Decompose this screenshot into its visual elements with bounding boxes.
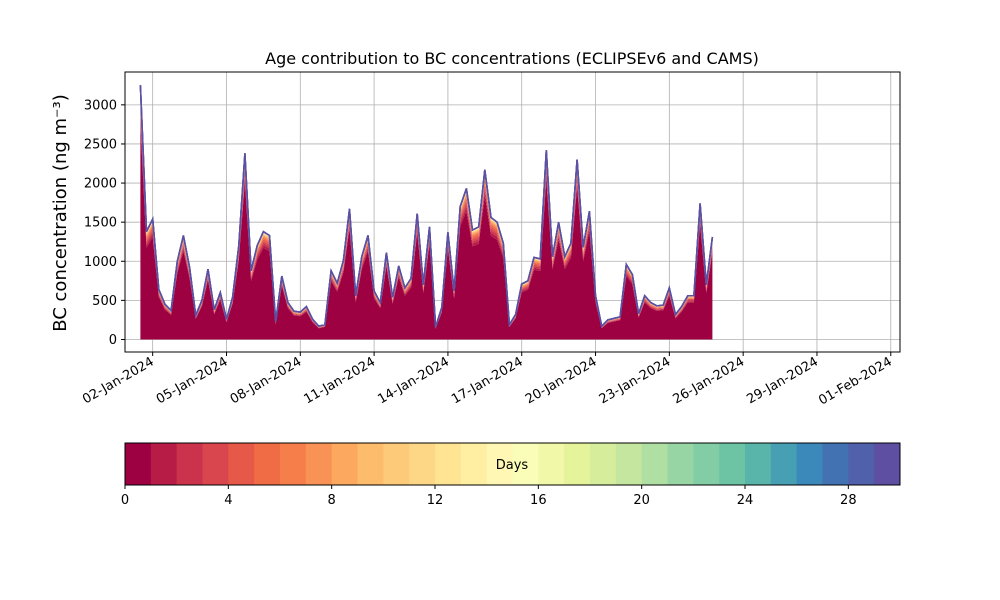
- colorbar-tick-label: 12: [427, 493, 444, 508]
- colorbar-bin: [874, 443, 901, 485]
- colorbar-bin: [770, 443, 798, 485]
- x-tick-label: 11-Jan-2024: [302, 354, 379, 407]
- colorbar-bin: [667, 443, 694, 485]
- x-tick-label: 05-Jan-2024: [154, 354, 231, 407]
- colorbar-bin: [305, 443, 333, 485]
- y-tick-label: 0: [109, 333, 117, 348]
- colorbar-tick-label: 24: [737, 493, 754, 508]
- colorbar-tick-label: 0: [121, 493, 129, 508]
- colorbar-bin: [435, 443, 462, 485]
- colorbar-bin: [693, 443, 720, 485]
- colorbar-tick-label: 8: [328, 493, 336, 508]
- x-tick-label: 26-Jan-2024: [671, 354, 748, 407]
- colorbar-bin: [409, 443, 436, 485]
- area-day-0: [140, 123, 713, 340]
- y-tick-label: 1000: [84, 255, 117, 270]
- colorbar-tick-label: 20: [633, 493, 650, 508]
- y-tick-label: 2000: [84, 177, 117, 192]
- area-layers: [139, 85, 714, 340]
- x-tick-label: 20-Jan-2024: [523, 354, 600, 407]
- colorbar-tick-label: 16: [530, 493, 547, 508]
- colorbar-bin: [254, 443, 281, 485]
- colorbar-label: Days: [496, 458, 529, 473]
- colorbar-bin: [486, 443, 513, 485]
- y-tick-label: 2500: [84, 137, 117, 152]
- colorbar-bin: [822, 443, 849, 485]
- colorbar-bin: [383, 443, 410, 485]
- colorbar-bin: [719, 443, 746, 485]
- colorbar-bin: [538, 443, 565, 485]
- colorbar-bin: [641, 443, 668, 485]
- colorbar-bin: [176, 443, 203, 485]
- colorbar-bin: [564, 443, 591, 485]
- x-tick-label: 14-Jan-2024: [375, 354, 452, 407]
- colorbar-bin: [512, 443, 539, 485]
- colorbar-frame: [124, 442, 901, 486]
- colorbar-bin: [357, 443, 384, 485]
- colorbar-bin: [280, 443, 307, 485]
- x-tick-label: 17-Jan-2024: [449, 354, 526, 407]
- x-tick-label: 01-Feb-2024: [816, 354, 895, 408]
- colorbar-bin: [202, 443, 229, 485]
- y-axis-label: BC concentration (ng m⁻³): [50, 94, 71, 332]
- x-tick-label: 29-Jan-2024: [744, 354, 821, 407]
- colorbar-bin: [615, 443, 643, 485]
- x-tick-label: 08-Jan-2024: [228, 354, 305, 407]
- colorbar-bin: [590, 443, 617, 485]
- chart-title: Age contribution to BC concentrations (E…: [265, 49, 759, 68]
- colorbar-bin: [848, 443, 875, 485]
- colorbar-bin: [460, 443, 488, 485]
- colorbar-tick-label: 28: [840, 493, 857, 508]
- colorbar: 0 4 8 12 16 20 24 28: [121, 442, 901, 508]
- colorbar-bin: [331, 443, 358, 485]
- y-tick-label: 500: [92, 294, 117, 309]
- area-day-29: [139, 85, 714, 328]
- colorbar-bin: [125, 443, 152, 485]
- colorbar-bin: [150, 443, 178, 485]
- y-tick-label: 1500: [84, 216, 117, 231]
- x-tick-label: 02-Jan-2024: [80, 354, 157, 407]
- colorbar-bin: [796, 443, 823, 485]
- colorbar-bin: [228, 443, 255, 485]
- colorbar-tick-label: 4: [224, 493, 232, 508]
- plot-frame: [124, 71, 901, 353]
- x-tick-label: 23-Jan-2024: [597, 354, 674, 407]
- colorbar-bin: [745, 443, 772, 485]
- y-tick-label: 3000: [84, 98, 117, 113]
